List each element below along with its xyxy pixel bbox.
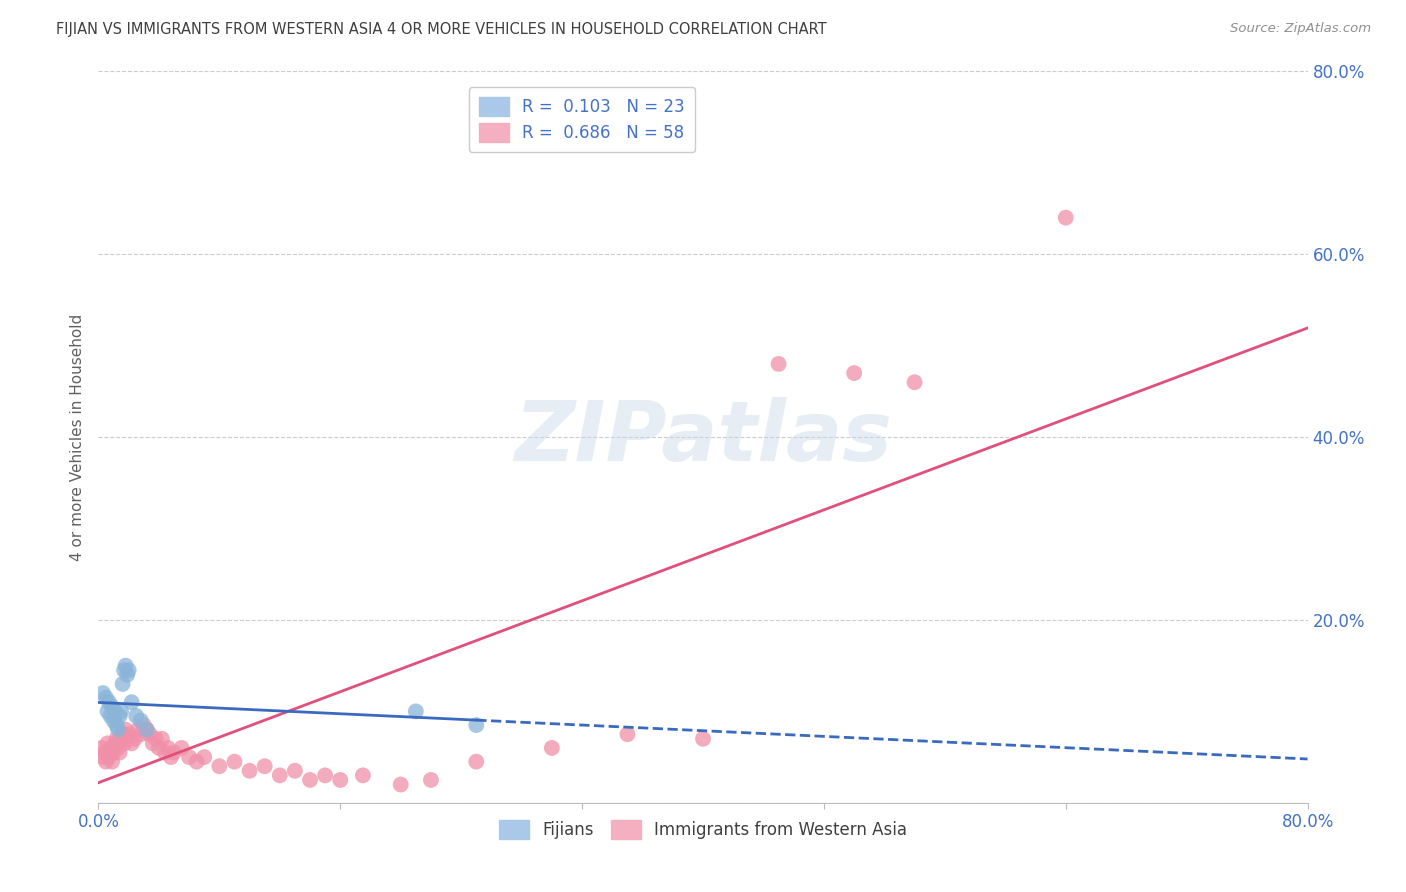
Point: [284, 764, 307, 778]
Point: [112, 663, 135, 677]
Point: [904, 375, 927, 389]
Point: [96, 705, 118, 719]
Point: [299, 772, 322, 787]
Point: [114, 658, 136, 673]
Point: [124, 731, 146, 746]
Point: [103, 746, 125, 760]
Point: [107, 740, 129, 755]
Point: [153, 746, 176, 760]
Point: [110, 731, 132, 746]
Point: [253, 759, 276, 773]
Point: [352, 768, 374, 782]
Point: [142, 736, 165, 750]
Point: [145, 731, 167, 746]
Point: [121, 695, 143, 709]
Point: [91, 686, 114, 700]
Point: [96, 736, 118, 750]
Point: [107, 723, 129, 737]
Point: [139, 727, 162, 741]
Point: [104, 705, 127, 719]
Point: [111, 677, 134, 691]
Point: [844, 366, 866, 380]
Point: [94, 755, 117, 769]
Point: [132, 718, 155, 732]
Point: [148, 740, 170, 755]
Point: [179, 750, 201, 764]
Text: Source: ZipAtlas.com: Source: ZipAtlas.com: [1230, 22, 1371, 36]
Point: [94, 690, 117, 705]
Point: [692, 731, 714, 746]
Point: [314, 768, 336, 782]
Point: [90, 740, 112, 755]
Point: [239, 764, 262, 778]
Point: [115, 667, 138, 681]
Point: [121, 736, 143, 750]
Point: [420, 772, 443, 787]
Point: [135, 723, 157, 737]
Point: [110, 705, 132, 719]
Point: [108, 709, 131, 723]
Point: [768, 357, 790, 371]
Point: [129, 714, 152, 728]
Point: [405, 705, 427, 719]
Point: [103, 714, 125, 728]
Point: [112, 736, 135, 750]
Point: [101, 699, 124, 714]
Point: [105, 718, 128, 732]
Point: [170, 740, 193, 755]
Point: [108, 746, 131, 760]
Point: [150, 731, 173, 746]
Legend: Fijians, Immigrants from Western Asia: Fijians, Immigrants from Western Asia: [492, 814, 914, 846]
Text: FIJIAN VS IMMIGRANTS FROM WESTERN ASIA 4 OR MORE VEHICLES IN HOUSEHOLD CORRELATI: FIJIAN VS IMMIGRANTS FROM WESTERN ASIA 4…: [56, 22, 827, 37]
Point: [91, 750, 114, 764]
Point: [111, 727, 134, 741]
Point: [100, 740, 122, 755]
Point: [160, 750, 183, 764]
Point: [104, 736, 127, 750]
Point: [101, 755, 124, 769]
Point: [1054, 211, 1077, 225]
Point: [135, 723, 157, 737]
Point: [118, 727, 141, 741]
Point: [540, 740, 562, 755]
Point: [118, 663, 141, 677]
Point: [125, 709, 148, 723]
Y-axis label: 4 or more Vehicles in Household: 4 or more Vehicles in Household: [69, 313, 84, 561]
Point: [616, 727, 638, 741]
Point: [156, 740, 179, 755]
Point: [93, 746, 115, 760]
Point: [115, 731, 138, 746]
Point: [193, 750, 215, 764]
Point: [208, 759, 231, 773]
Point: [389, 778, 412, 792]
Text: ZIPatlas: ZIPatlas: [515, 397, 891, 477]
Point: [114, 723, 136, 737]
Point: [465, 755, 488, 769]
Point: [127, 723, 149, 737]
Point: [186, 755, 208, 769]
Point: [98, 750, 121, 764]
Point: [105, 731, 128, 746]
Point: [224, 755, 246, 769]
Point: [465, 718, 488, 732]
Point: [129, 727, 152, 741]
Point: [269, 768, 291, 782]
Point: [163, 746, 186, 760]
Point: [329, 772, 352, 787]
Point: [100, 709, 122, 723]
Point: [98, 695, 121, 709]
